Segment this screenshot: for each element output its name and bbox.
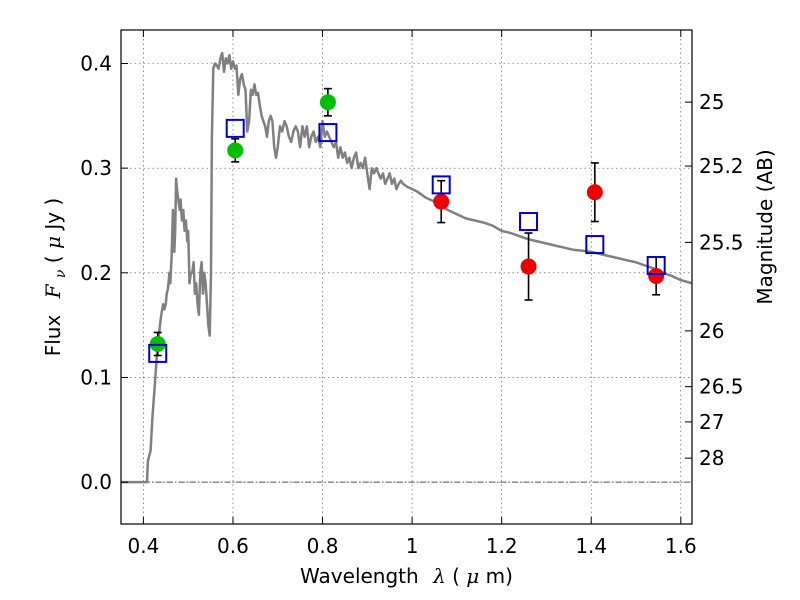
y-tick-label: 0.2 — [80, 261, 112, 285]
x-axis-label-unit-close: m) — [486, 564, 513, 588]
red-data-point — [586, 184, 603, 201]
blue-model-square — [225, 118, 245, 138]
y-tick-label: 0.0 — [80, 470, 112, 494]
y-axis-label-sub: ν — [53, 269, 69, 278]
x-axis-label-unit-open: ( — [452, 564, 460, 588]
model-spectrum — [121, 51, 693, 484]
magnitude-tick-label: 26.5 — [699, 375, 744, 399]
x-tick-label: 1.4 — [575, 534, 607, 558]
y-tick-label: 0.1 — [80, 365, 112, 389]
red-data-point — [433, 193, 450, 210]
x-tick-label: 0.4 — [127, 534, 159, 558]
magnitude-axis-label: Magnitude (AB) — [753, 149, 777, 304]
y-axis-label-symbol: F — [41, 283, 65, 299]
y-axis-label-text: Flux — [41, 315, 65, 357]
x-tick-label: 0.6 — [217, 534, 249, 558]
magnitude-tick-label: 26 — [699, 319, 724, 343]
blue-model-square — [646, 255, 666, 275]
magnitude-tick-label: 28 — [699, 446, 724, 470]
blue-model-square — [148, 343, 168, 363]
y-axis-label-unit-close: Jy ) — [41, 198, 65, 232]
error-bars — [153, 87, 661, 357]
axis-ticks: 0.4 0.6 0.8 1 1.2 1.4 1.6 0.0 0.1 0.2 0.3 0.4 25 25.2… — [80, 30, 744, 558]
plot-frame — [120, 29, 693, 525]
x-axis-label-symbol: λ — [432, 564, 446, 588]
magnitude-tick-label: 25.5 — [699, 230, 744, 254]
x-tick-label: 0.8 — [307, 534, 339, 558]
magnitude-tick-label: 25 — [699, 90, 724, 114]
x-tick-label: 1.2 — [486, 534, 518, 558]
y-tick-label: 0.4 — [80, 51, 112, 75]
x-tick-label: 1 — [406, 534, 419, 558]
blue-model-square — [519, 212, 539, 232]
red-data-point — [648, 267, 665, 284]
red-data-point — [520, 258, 537, 275]
green-data-point — [319, 94, 336, 111]
green-data-point — [227, 142, 244, 159]
model-spectrum-line — [121, 51, 693, 484]
blue-model-square — [431, 175, 451, 195]
x-axis-label-unit-mu: μ — [466, 564, 479, 588]
x-axis-label: Wavelength λ ( μ m) — [300, 564, 513, 588]
y-tick-label: 0.3 — [80, 156, 112, 180]
magnitude-tick-label: 25.2 — [699, 154, 744, 178]
blue-model-square — [318, 123, 338, 143]
x-tick-label: 1.6 — [665, 534, 697, 558]
y-axis-label: Flux F ν ( μ Jy ) — [41, 198, 70, 357]
y-axis-label-unit-open: ( — [41, 249, 65, 263]
y-axis-label-unit-mu: μ — [41, 236, 65, 249]
magnitude-tick-label: 27 — [699, 410, 724, 434]
blue-model-square — [585, 235, 605, 255]
x-axis-label-text: Wavelength — [300, 564, 419, 588]
grid — [121, 30, 692, 524]
data-markers — [148, 94, 666, 363]
